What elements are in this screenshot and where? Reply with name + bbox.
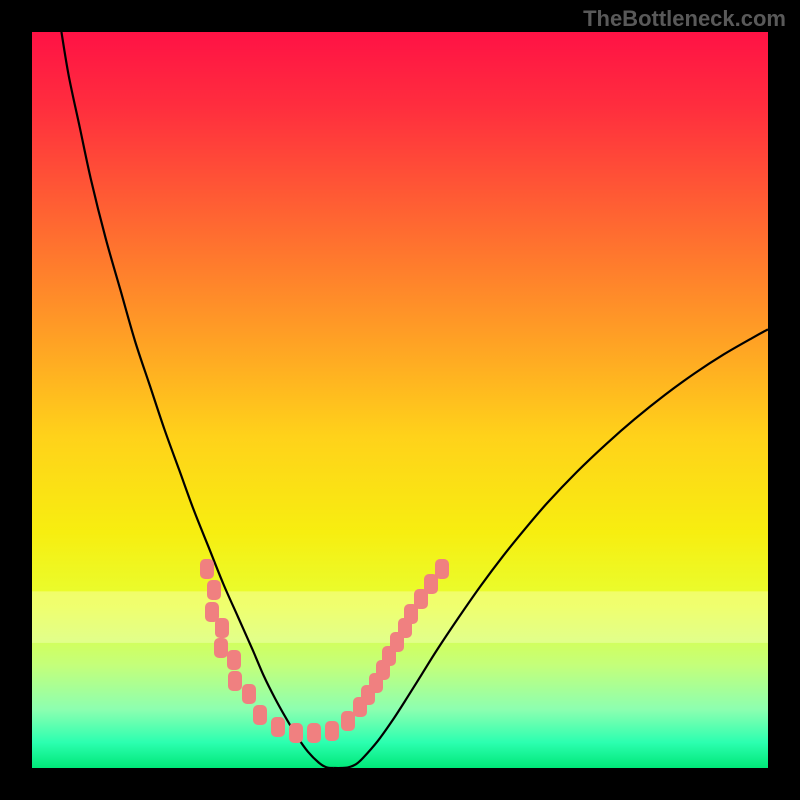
valley-marker: [200, 559, 214, 579]
valley-marker: [341, 711, 355, 731]
valley-marker: [325, 721, 339, 741]
valley-marker: [435, 559, 449, 579]
valley-marker: [424, 574, 438, 594]
valley-marker: [207, 580, 221, 600]
valley-marker: [228, 671, 242, 691]
valley-marker: [242, 684, 256, 704]
valley-marker: [214, 638, 228, 658]
valley-marker: [253, 705, 267, 725]
valley-marker: [289, 723, 303, 743]
plot-area: [32, 32, 768, 768]
bottleneck-chart: [0, 0, 800, 800]
valley-marker: [227, 650, 241, 670]
valley-marker: [215, 618, 229, 638]
valley-marker: [307, 723, 321, 743]
watermark-text: TheBottleneck.com: [583, 6, 786, 32]
valley-marker: [271, 717, 285, 737]
valley-marker: [205, 602, 219, 622]
